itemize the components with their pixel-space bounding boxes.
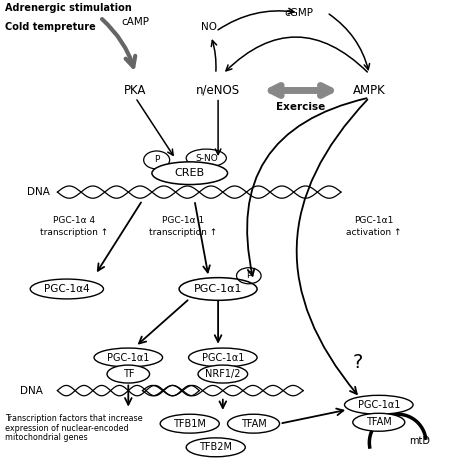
Text: PGC-1α1: PGC-1α1 [107, 353, 149, 363]
Ellipse shape [186, 438, 245, 457]
Text: cGMP: cGMP [284, 8, 313, 18]
Ellipse shape [179, 278, 257, 301]
Text: transcription ↑: transcription ↑ [40, 228, 108, 237]
Text: PKA: PKA [124, 84, 146, 97]
Ellipse shape [198, 365, 247, 383]
Ellipse shape [353, 413, 405, 431]
Text: Transcription factors that increase: Transcription factors that increase [5, 414, 143, 423]
Text: DNA: DNA [27, 187, 50, 197]
Text: Adrenergic stimulation: Adrenergic stimulation [5, 3, 132, 13]
Text: PGC-1α 4: PGC-1α 4 [53, 216, 95, 225]
Text: Exercise: Exercise [276, 102, 326, 112]
Ellipse shape [152, 162, 228, 184]
Text: TF: TF [123, 369, 134, 379]
Text: DNA: DNA [20, 385, 43, 396]
Text: PGC-1α1: PGC-1α1 [355, 216, 394, 225]
Ellipse shape [160, 414, 219, 433]
Text: NRF1/2: NRF1/2 [205, 369, 241, 379]
Text: Cold tempreture: Cold tempreture [5, 22, 96, 32]
Text: CREB: CREB [175, 168, 205, 178]
Text: S-NO: S-NO [195, 154, 218, 163]
Ellipse shape [189, 348, 257, 367]
Text: TFB1M: TFB1M [173, 419, 206, 428]
Text: PGC-1α 1: PGC-1α 1 [162, 216, 204, 225]
Text: n/eNOS: n/eNOS [196, 84, 240, 97]
Text: PGC-1α4: PGC-1α4 [44, 284, 90, 294]
Text: NO: NO [201, 22, 217, 32]
Text: P: P [246, 271, 252, 280]
Text: expression of nuclear-encoded: expression of nuclear-encoded [5, 424, 129, 433]
Text: PGC-1α1: PGC-1α1 [357, 400, 400, 410]
Ellipse shape [107, 365, 150, 383]
Text: ?: ? [352, 353, 363, 372]
Text: cAMP: cAMP [121, 17, 149, 27]
Ellipse shape [94, 348, 163, 367]
Text: AMPK: AMPK [353, 84, 386, 97]
Text: TFB2M: TFB2M [199, 442, 232, 452]
Ellipse shape [30, 279, 103, 299]
Text: activation ↑: activation ↑ [346, 228, 402, 237]
Ellipse shape [228, 414, 280, 433]
Ellipse shape [345, 395, 413, 414]
Text: PGC-1α1: PGC-1α1 [194, 284, 242, 294]
Text: TFAM: TFAM [366, 417, 392, 427]
Text: P: P [154, 155, 159, 164]
Text: transcription ↑: transcription ↑ [148, 228, 217, 237]
Text: PGC-1α1: PGC-1α1 [201, 353, 244, 363]
Text: mtD: mtD [410, 436, 430, 446]
Text: TFAM: TFAM [241, 419, 266, 428]
Text: mitochondrial genes: mitochondrial genes [5, 433, 88, 442]
